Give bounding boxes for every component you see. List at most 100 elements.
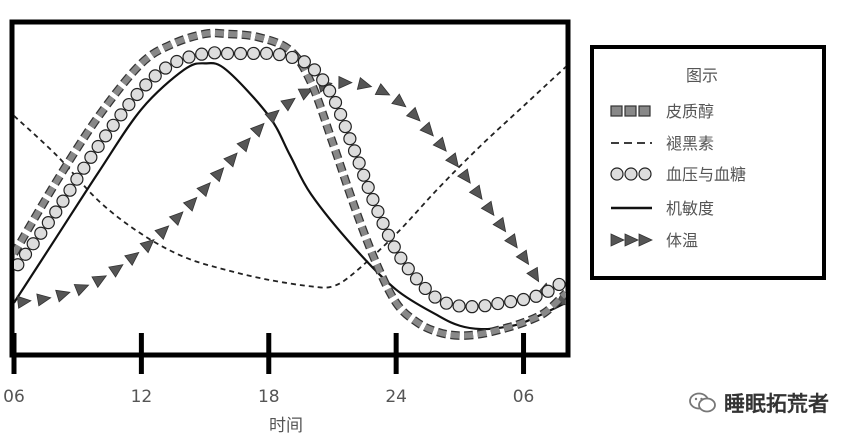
legend-swatch [624,105,637,117]
watermark-text: 睡眠拓荒者 [724,392,829,416]
x-tick-label: 24 [385,387,407,407]
watermark: 睡眠拓荒者 [688,388,829,418]
series-point [55,289,71,303]
series-point [108,264,124,278]
series-point [73,284,90,297]
series-point [516,292,531,307]
series-point [18,247,33,261]
series-point [468,184,483,200]
series-point [56,194,70,208]
legend-label: 皮质醇 [666,102,714,121]
legend-swatch [638,105,651,117]
series-point [452,299,466,313]
series-point [316,73,330,87]
legend-label: 体温 [666,231,698,250]
series-point [465,300,479,314]
series-point [34,226,48,240]
series-point [16,295,32,309]
series-point [480,200,495,217]
legend-entry-2: 血压与血糖 [610,165,746,184]
series-point [428,290,442,304]
series-point [478,299,492,313]
legend-entry-4: 体温 [610,231,698,250]
series-point [352,156,366,170]
series-point [419,121,434,137]
series-0 [14,28,566,340]
series-point [154,225,170,240]
legend-swatch [610,167,624,181]
legend-swatch [624,233,639,247]
series-point [391,93,407,108]
legend-entry-3: 机敏度 [611,199,714,218]
series-line [14,29,566,339]
series-point [366,192,380,207]
series-point [492,216,507,233]
series-point [328,95,343,110]
series-point [49,205,63,219]
series-3 [14,62,566,331]
legend-swatch [638,233,653,247]
series-point [168,211,184,227]
series-point [297,88,314,101]
series-point [347,144,362,158]
series-point [70,172,84,186]
series-point [280,97,296,112]
series-point [526,266,540,283]
series-point [130,87,144,102]
series-point [338,75,353,90]
series-point [99,129,113,143]
series-point [259,46,274,60]
series-point [26,237,40,251]
series-point [84,150,98,164]
series-point [504,233,518,249]
series-point [374,83,391,96]
series-point [529,289,543,303]
series-1 [14,65,566,289]
series-line [14,62,566,331]
series-point [297,55,311,69]
series-point [236,137,251,153]
series-point [504,295,518,309]
series-4 [16,75,566,309]
series-point [457,168,471,184]
series-point [63,183,77,197]
series-point [170,54,184,69]
wechat-icon [689,392,716,413]
series-layer [14,28,566,340]
series-point [249,122,265,138]
series-point [307,63,322,77]
x-axis-label: 时间 [269,416,303,436]
series-point [91,275,108,289]
series-point [14,258,25,272]
series-point [357,168,371,182]
series-point [418,281,432,296]
series-point [376,216,390,231]
series-point [91,139,105,154]
x-tick-label: 12 [131,387,153,407]
series-point [387,240,401,254]
x-tick-label: 18 [258,387,280,407]
series-point [272,47,287,62]
series-point [338,119,352,134]
legend-swatch [610,105,623,117]
series-point [333,107,348,122]
series-point [220,46,235,61]
series-point [432,136,447,152]
series-point [207,46,222,60]
series-point [445,152,459,168]
series-point [439,296,453,310]
legend-entry-1: 褪黑素 [611,134,714,153]
series-point [552,277,566,292]
series-point [541,284,555,298]
series-point [356,77,373,90]
series-point [77,161,91,175]
legend-entry-0: 皮质醇 [610,102,714,121]
series-point [246,46,261,61]
series-point [114,108,128,122]
x-tick-label: 06 [513,387,535,407]
series-line [14,65,566,289]
series-point [223,152,238,168]
legend-label: 血压与血糖 [666,165,746,184]
series-point [381,228,396,242]
